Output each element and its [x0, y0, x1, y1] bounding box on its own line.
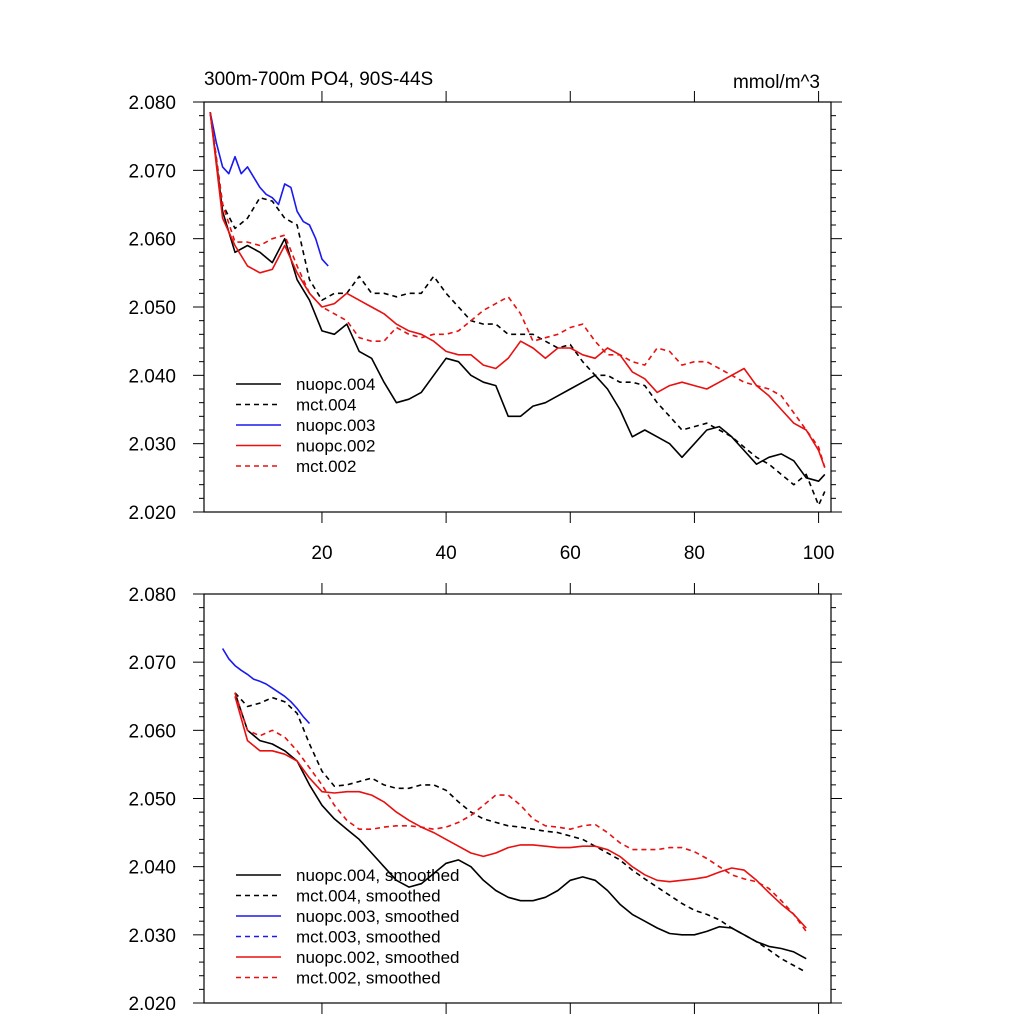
units-label: mmol/m^3: [733, 72, 820, 93]
x-tick-label: 40: [436, 543, 457, 564]
legend-label: mct.004: [296, 396, 356, 415]
y-tick-label: 2.080: [128, 93, 176, 114]
legend-label: nuopc.002: [296, 437, 375, 456]
chart-title: 300m-700m PO4, 90S-44S: [204, 69, 433, 90]
series-line: [209, 112, 329, 267]
y-tick-label: 2.060: [128, 230, 176, 251]
top-panel: 300m-700m PO4, 90S-44S mmol/m^3 2.020 2.0…: [128, 69, 842, 564]
y-tick-label: 2.070: [128, 161, 176, 182]
y-tick-label: 2.080: [128, 585, 176, 606]
y-tick-label: 2.040: [128, 366, 176, 387]
legend-label: nuopc.004: [296, 375, 375, 394]
legend-label: nuopc.002, smoothed: [296, 948, 460, 967]
legend-label: nuopc.003, smoothed: [296, 907, 460, 926]
legend-label: mct.004, smoothed: [296, 887, 441, 906]
series-line: [209, 112, 826, 468]
legend-label: nuopc.003: [296, 416, 375, 435]
series-line: [209, 112, 826, 507]
y-tick-label: 2.020: [128, 994, 176, 1015]
legend-label: mct.002: [296, 457, 356, 476]
x-tick-label: 100: [803, 543, 835, 564]
series-line: [234, 696, 807, 929]
x-tick-label: 20: [311, 543, 332, 564]
series-line: [209, 112, 826, 483]
y-tick-label: 2.020: [128, 503, 176, 524]
legend-label: mct.003, smoothed: [296, 928, 441, 947]
y-tick-label: 2.050: [128, 790, 176, 811]
x-tick-label: 80: [684, 543, 705, 564]
legend-label: mct.002, smoothed: [296, 969, 441, 988]
series-line: [234, 692, 807, 932]
y-tick-label: 2.060: [128, 721, 176, 742]
y-tick-label: 2.030: [128, 926, 176, 947]
bottom-panel: 2.020 2.030 2.040 2.050 2.060 2.070 2.080 nuopc…: [128, 583, 842, 1015]
series-line: [221, 648, 311, 725]
y-tick-label: 2.070: [128, 653, 176, 674]
y-tick-label: 2.040: [128, 858, 176, 879]
series-line: [234, 692, 807, 960]
y-tick-label: 2.050: [128, 298, 176, 319]
legend-label: nuopc.004, smoothed: [296, 866, 460, 885]
x-tick-label: 60: [560, 543, 581, 564]
y-tick-label: 2.030: [128, 435, 176, 456]
